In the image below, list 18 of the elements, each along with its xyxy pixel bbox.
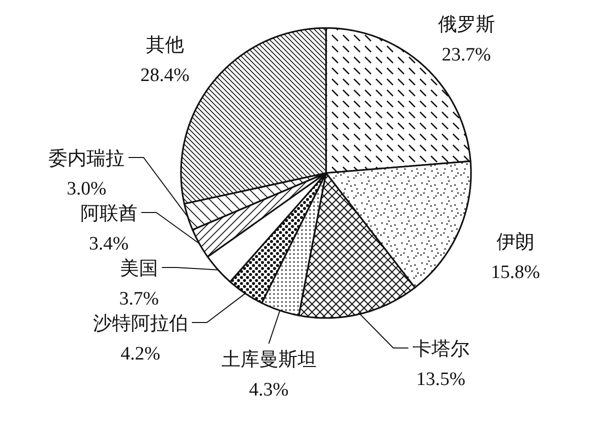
data-label: 28.4% — [140, 65, 190, 86]
slice-label: 美国 — [120, 258, 158, 280]
data-label: 3.0% — [66, 178, 106, 200]
data-label: 4.2% — [120, 344, 160, 365]
data-label: 23.7% — [442, 44, 491, 66]
data-label: 13.5% — [416, 369, 466, 390]
slice-label: 俄罗斯 — [438, 14, 495, 36]
data-label: 3.7% — [119, 288, 159, 310]
slice-label: 委内瑞拉 — [48, 148, 125, 170]
slice-label: 其他 — [146, 35, 184, 56]
slice-label: 卡塔尔 — [412, 339, 470, 360]
slice-label: 沙特阿拉伯 — [92, 314, 188, 335]
slice-label: 阿联酋 — [80, 204, 138, 225]
data-label: 15.8% — [490, 262, 540, 283]
slice-label: 伊朗 — [496, 230, 534, 253]
slice-label: 土库曼斯坦 — [221, 348, 316, 371]
data-label: 4.3% — [248, 380, 289, 401]
data-label: 3.4% — [88, 234, 129, 255]
